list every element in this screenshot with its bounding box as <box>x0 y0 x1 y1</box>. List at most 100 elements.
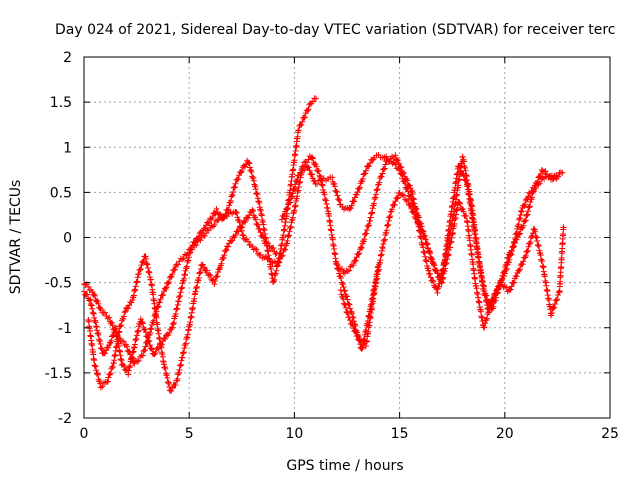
data-point <box>279 252 286 259</box>
data-point <box>142 326 149 333</box>
data-point <box>85 283 92 290</box>
data-point <box>135 270 142 277</box>
data-point <box>291 185 298 192</box>
data-point <box>520 258 527 265</box>
data-point <box>336 197 343 204</box>
data-point <box>503 265 510 272</box>
data-point <box>106 314 113 321</box>
data-point <box>96 378 103 385</box>
data-point <box>205 220 212 227</box>
data-point <box>356 250 363 257</box>
data-point <box>358 244 365 251</box>
data-point <box>97 384 104 391</box>
data-point <box>359 178 366 185</box>
data-point <box>503 266 510 273</box>
data-point <box>237 169 244 176</box>
data-point <box>148 326 155 333</box>
data-point <box>508 247 515 254</box>
data-point <box>290 186 297 193</box>
data-point <box>344 309 351 316</box>
data-point <box>206 219 213 226</box>
data-point <box>107 370 114 377</box>
data-point <box>253 246 260 253</box>
data-point <box>224 206 231 213</box>
data-point <box>256 225 263 232</box>
data-point <box>231 183 238 190</box>
data-point <box>487 302 494 309</box>
data-point <box>120 338 127 345</box>
data-point <box>106 371 113 378</box>
data-point <box>221 247 228 254</box>
data-point <box>312 95 319 102</box>
data-point <box>270 244 277 251</box>
data-point <box>519 261 526 268</box>
data-point <box>554 296 561 303</box>
data-point <box>250 208 257 215</box>
data-point <box>86 297 93 304</box>
data-point <box>191 242 198 249</box>
data-point <box>488 301 495 308</box>
data-point <box>230 189 237 196</box>
data-point <box>422 236 429 243</box>
data-point <box>123 343 130 350</box>
data-point <box>340 295 347 302</box>
data-point <box>147 325 154 332</box>
data-point <box>494 286 501 293</box>
data-point <box>306 167 313 174</box>
data-point <box>352 328 359 335</box>
data-point <box>528 188 535 195</box>
data-point <box>216 211 223 218</box>
data-point <box>102 309 109 316</box>
data-point <box>168 387 175 394</box>
data-point <box>125 305 132 312</box>
data-point <box>298 121 305 128</box>
data-point <box>485 309 492 316</box>
data-point <box>527 198 534 205</box>
data-point <box>207 272 214 279</box>
data-point <box>228 238 235 245</box>
data-point <box>223 247 230 254</box>
data-point <box>352 257 359 264</box>
data-point <box>91 357 98 364</box>
data-point <box>399 191 406 198</box>
data-point <box>309 155 316 162</box>
data-point <box>353 254 360 261</box>
data-point <box>121 309 128 316</box>
data-point <box>203 230 210 237</box>
data-point <box>524 196 531 203</box>
data-point <box>346 267 353 274</box>
data-point <box>355 251 362 258</box>
data-point <box>284 204 291 211</box>
data-point <box>129 355 136 362</box>
data-point <box>172 381 179 388</box>
data-point <box>96 305 103 312</box>
data-point <box>356 184 363 191</box>
data-point <box>141 347 148 354</box>
x-axis-ticks: 0 5 10 15 20 25 <box>80 57 619 442</box>
data-point <box>287 199 294 206</box>
data-point <box>265 240 272 247</box>
data-point <box>252 216 259 223</box>
data-point <box>376 179 383 186</box>
data-point <box>363 227 370 234</box>
data-point <box>201 233 208 240</box>
data-point <box>524 247 531 254</box>
data-point <box>137 266 144 273</box>
grid-lines <box>84 57 610 418</box>
data-point <box>481 324 488 331</box>
data-point <box>95 300 102 307</box>
data-point <box>520 222 527 229</box>
data-point <box>232 180 239 187</box>
data-point <box>112 326 119 333</box>
data-point <box>233 210 240 217</box>
data-point <box>103 313 110 320</box>
data-point <box>483 315 490 322</box>
data-point <box>340 268 347 275</box>
data-point <box>104 378 111 385</box>
data-point <box>527 239 534 246</box>
data-point <box>513 273 520 280</box>
data-point <box>365 222 372 229</box>
data-point <box>510 279 517 286</box>
data-point <box>459 206 466 213</box>
data-point <box>553 297 560 304</box>
